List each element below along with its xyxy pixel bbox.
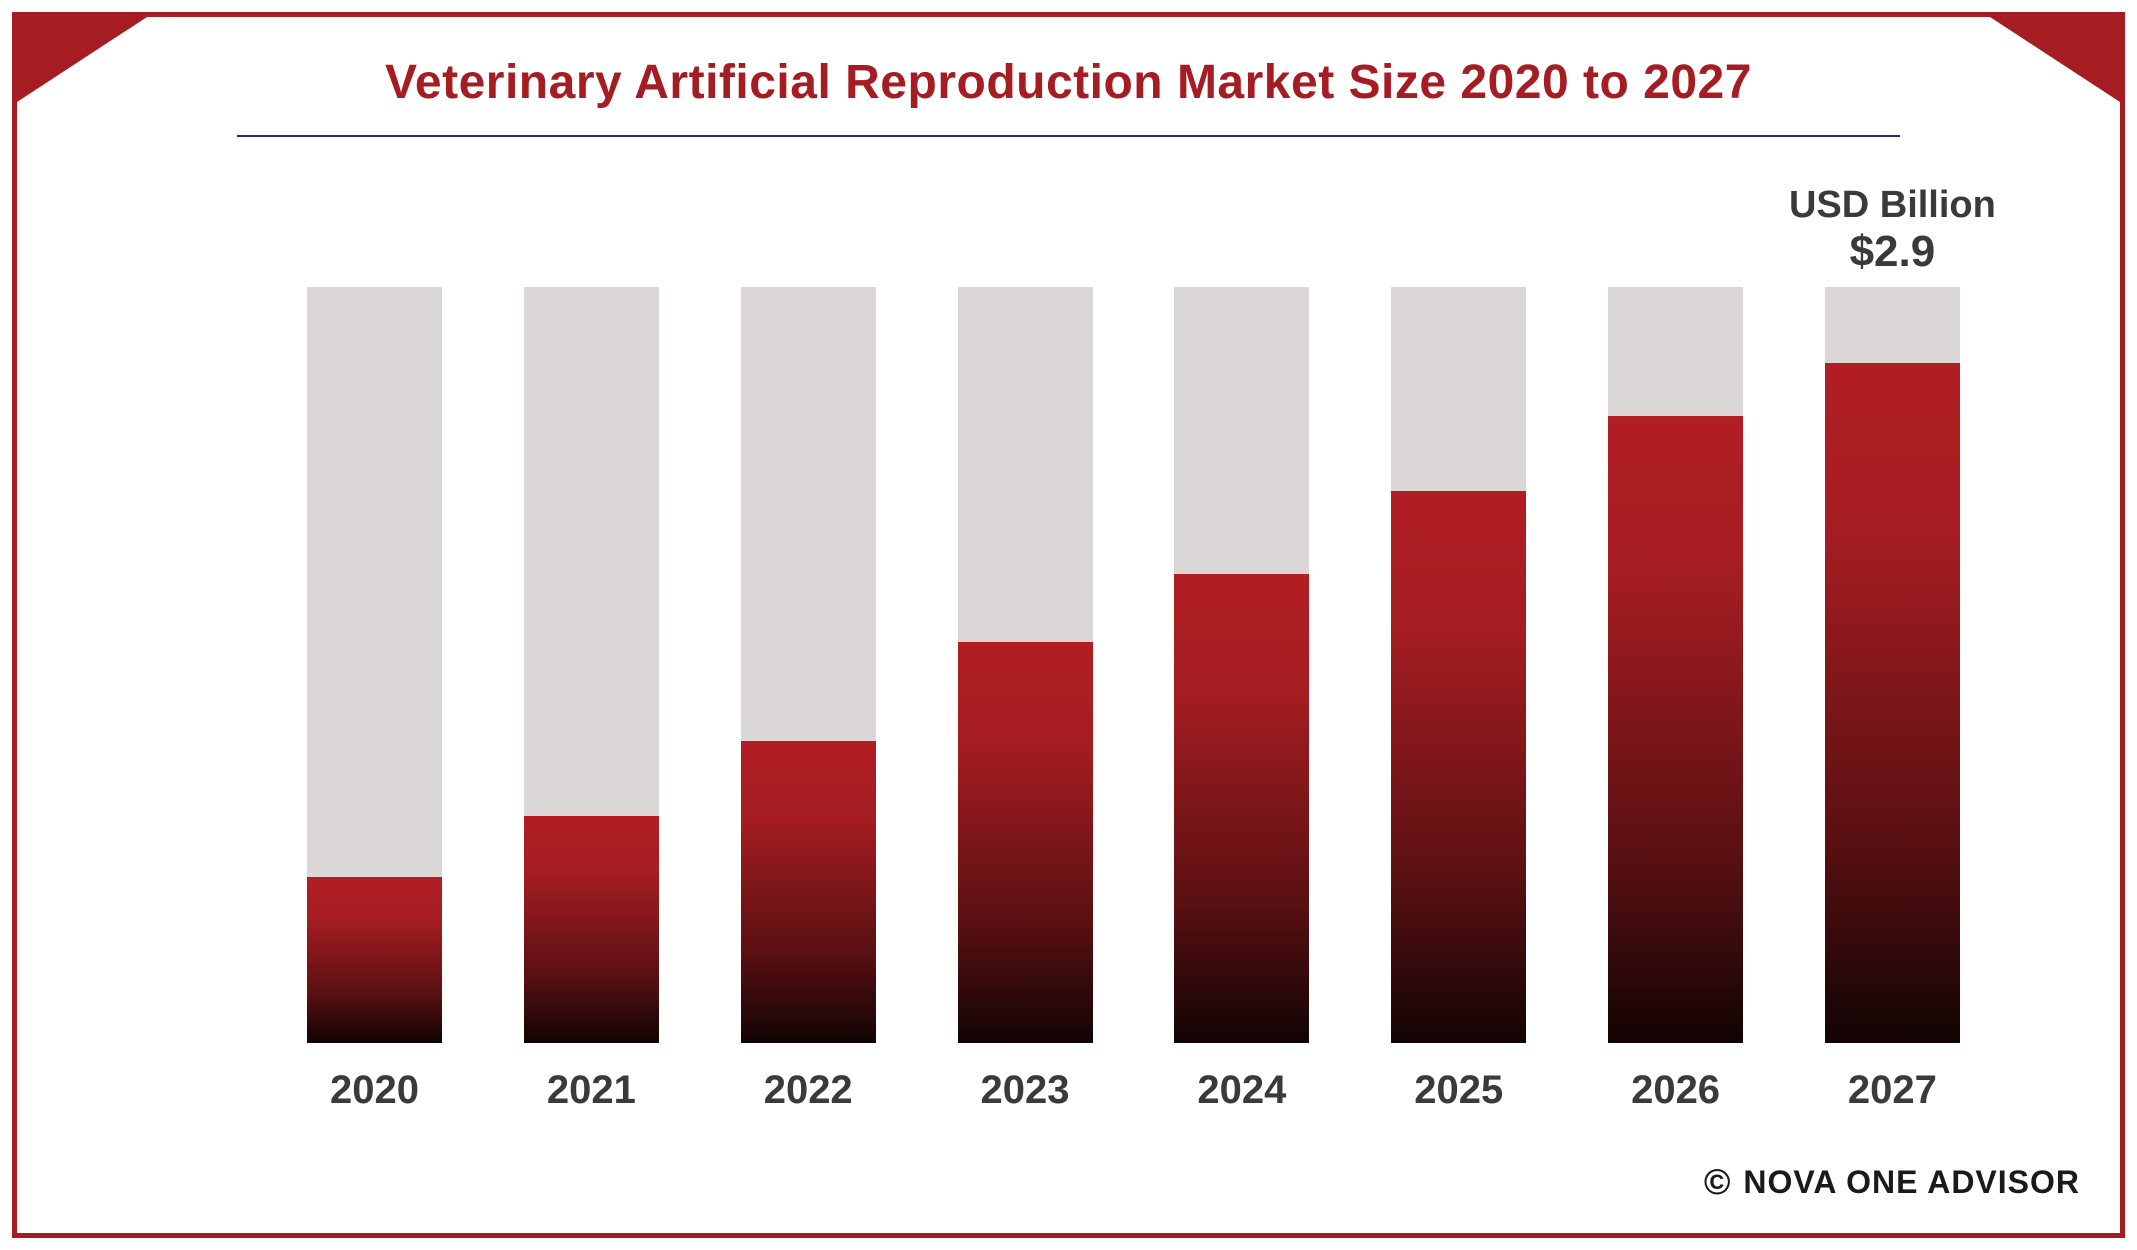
x-axis-label: 2020: [330, 1068, 419, 1113]
bar-slot: 2023: [958, 287, 1093, 1043]
x-axis-label: 2024: [1197, 1068, 1286, 1113]
bar-slot: 2027USD Billion$2.9: [1825, 287, 1960, 1043]
x-axis-label: 2025: [1414, 1068, 1503, 1113]
chart-frame: Veterinary Artificial Reproduction Marke…: [12, 12, 2125, 1238]
bar-fill: [1391, 491, 1526, 1043]
x-axis-label: 2021: [547, 1068, 636, 1113]
x-axis-label: 2022: [764, 1068, 853, 1113]
title-container: Veterinary Artificial Reproduction Marke…: [17, 55, 2120, 110]
bar-slot: 2024: [1174, 287, 1309, 1043]
bar-slot: 2022: [741, 287, 876, 1043]
attribution-text: NOVA ONE ADVISOR: [1743, 1164, 2080, 1201]
x-axis-label: 2027: [1848, 1068, 1937, 1113]
bar-fill: [524, 816, 659, 1043]
title-underline: [237, 135, 1900, 137]
chart-plot-area: 2020 2021 2022 2023 2024 2025 2026 2027USD Bill…: [307, 287, 1960, 1043]
bar-fill: [958, 642, 1093, 1043]
copyright-icon: ©: [1704, 1161, 1732, 1203]
bar-slot: 2021: [524, 287, 659, 1043]
annotation-value: $2.9: [1789, 227, 1996, 277]
bar-fill: [741, 741, 876, 1043]
bar-slot: 2025: [1391, 287, 1526, 1043]
annotation-unit: USD Billion: [1789, 184, 1996, 227]
bar-slot: 2020: [307, 287, 442, 1043]
bars-row: 2020 2021 2022 2023 2024 2025 2026 2027USD Bill…: [307, 287, 1960, 1043]
bar-fill: [1825, 363, 1960, 1043]
chart-title: Veterinary Artificial Reproduction Marke…: [17, 55, 2120, 110]
attribution: © NOVA ONE ADVISOR: [1704, 1161, 2080, 1203]
value-annotation: USD Billion$2.9: [1789, 184, 1996, 277]
bar-fill: [307, 877, 442, 1043]
bar-fill: [1608, 416, 1743, 1043]
bar-fill: [1174, 574, 1309, 1043]
x-axis-label: 2023: [981, 1068, 1070, 1113]
x-axis-label: 2026: [1631, 1068, 1720, 1113]
bar-slot: 2026: [1608, 287, 1743, 1043]
